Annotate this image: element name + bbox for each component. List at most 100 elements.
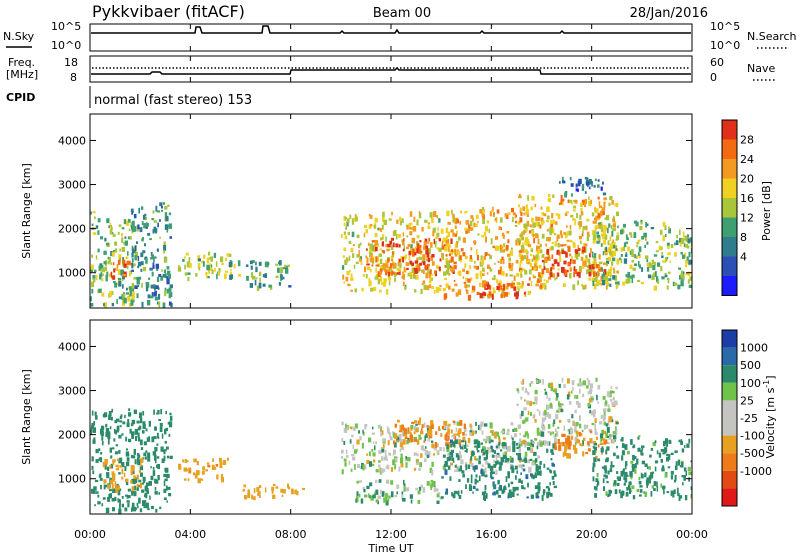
heatmap-cell — [419, 487, 422, 491]
heatmap-cell — [343, 222, 346, 227]
heatmap-cell — [413, 436, 417, 440]
heatmap-cell — [500, 457, 505, 462]
heatmap-cell — [581, 199, 585, 206]
heatmap-cell — [100, 430, 104, 437]
heatmap-cell — [516, 403, 519, 406]
heatmap-cell — [399, 442, 404, 448]
heatmap-cell — [453, 265, 457, 270]
heatmap-cell — [472, 466, 475, 470]
heatmap-cell — [523, 407, 527, 411]
heatmap-cell — [165, 276, 169, 279]
heatmap-cell — [125, 287, 128, 291]
heatmap-cell — [399, 425, 403, 431]
heatmap-cell — [134, 255, 137, 261]
heatmap-cell — [454, 243, 458, 249]
heatmap-cell — [420, 430, 424, 435]
heatmap-cell — [533, 237, 536, 244]
heatmap-cell — [362, 464, 365, 471]
heatmap-cell — [564, 213, 568, 216]
heatmap-cell — [519, 438, 522, 445]
heatmap-cell — [482, 283, 486, 288]
heatmap-cell — [355, 216, 358, 222]
heatmap-cell — [458, 432, 461, 438]
heatmap-cell — [552, 481, 555, 485]
heatmap-cell — [140, 439, 143, 446]
heatmap-cell — [460, 459, 464, 465]
heatmap-cell — [485, 453, 488, 460]
heatmap-cell — [545, 219, 549, 223]
heatmap-cell — [163, 480, 166, 487]
heatmap-cell — [206, 264, 210, 271]
heatmap-cell — [131, 490, 134, 496]
heatmap-cell — [465, 464, 468, 471]
heatmap-cell — [393, 440, 396, 445]
heatmap-cell — [345, 449, 348, 454]
heatmap-cell — [198, 267, 201, 271]
heatmap-cell — [548, 397, 551, 401]
heatmap-cell — [469, 220, 473, 227]
heatmap-cell — [115, 418, 120, 422]
heatmap-cell — [452, 420, 456, 423]
heatmap-cell — [606, 480, 609, 484]
heatmap-cell — [625, 461, 628, 467]
heatmap-cell — [585, 385, 589, 389]
heatmap-cell — [590, 410, 594, 416]
colorbar-segment — [722, 365, 737, 383]
heatmap-cell — [380, 426, 382, 432]
heatmap-cell — [421, 260, 425, 263]
heatmap-cell — [602, 234, 606, 238]
heatmap-cell — [458, 441, 461, 446]
heatmap-cell — [528, 259, 531, 264]
heatmap-cell — [585, 255, 588, 259]
heatmap-cell — [451, 457, 455, 462]
heatmap-cell — [587, 391, 590, 395]
heatmap-cell — [475, 458, 479, 461]
heatmap-cell — [121, 227, 125, 230]
heatmap-cell — [470, 227, 474, 231]
heatmap-cell — [127, 295, 131, 302]
heatmap-cell — [105, 275, 108, 282]
heatmap-cell — [528, 277, 531, 281]
heatmap-cell — [684, 495, 688, 501]
heatmap-cell — [114, 430, 118, 435]
heatmap-cell — [471, 450, 474, 454]
heatmap-cell — [657, 262, 661, 267]
heatmap-cell — [564, 445, 568, 451]
heatmap-cell — [534, 419, 537, 423]
heatmap-cell — [551, 475, 555, 480]
heatmap-cell — [125, 256, 129, 260]
heatmap-cell — [444, 461, 448, 467]
heatmap-cell — [123, 297, 127, 304]
heatmap-cell — [158, 419, 161, 421]
heatmap-cell — [385, 500, 389, 506]
heatmap-cell — [101, 503, 104, 507]
heatmap-cell — [233, 263, 236, 269]
heatmap-cell — [551, 254, 554, 259]
heatmap-cell — [118, 254, 122, 259]
heatmap-cell — [296, 490, 299, 496]
heatmap-cell — [503, 285, 505, 291]
heatmap-cell — [161, 209, 164, 212]
heatmap-cell — [395, 243, 399, 248]
heatmap-cell — [586, 218, 590, 222]
heatmap-cell — [480, 421, 484, 427]
heatmap-cell — [566, 239, 570, 242]
heatmap-cell — [497, 495, 501, 498]
heatmap-cell — [610, 386, 613, 389]
heatmap-cell — [661, 276, 665, 280]
heatmap-cell — [474, 431, 477, 435]
heatmap-cell — [589, 438, 593, 443]
heatmap-cell — [346, 257, 348, 264]
colorbar-segment — [722, 159, 737, 179]
heatmap-cell — [152, 470, 156, 476]
heatmap-cell — [653, 261, 656, 266]
heatmap-cell — [608, 278, 612, 282]
heatmap-cell — [383, 456, 387, 461]
heatmap-cell — [545, 237, 549, 242]
heatmap-cell — [131, 434, 134, 439]
heatmap-cell — [524, 451, 528, 457]
heatmap-cell — [148, 420, 151, 427]
heatmap-cell — [463, 423, 466, 429]
heatmap-cell — [385, 455, 388, 460]
heatmap-cell — [445, 254, 448, 257]
